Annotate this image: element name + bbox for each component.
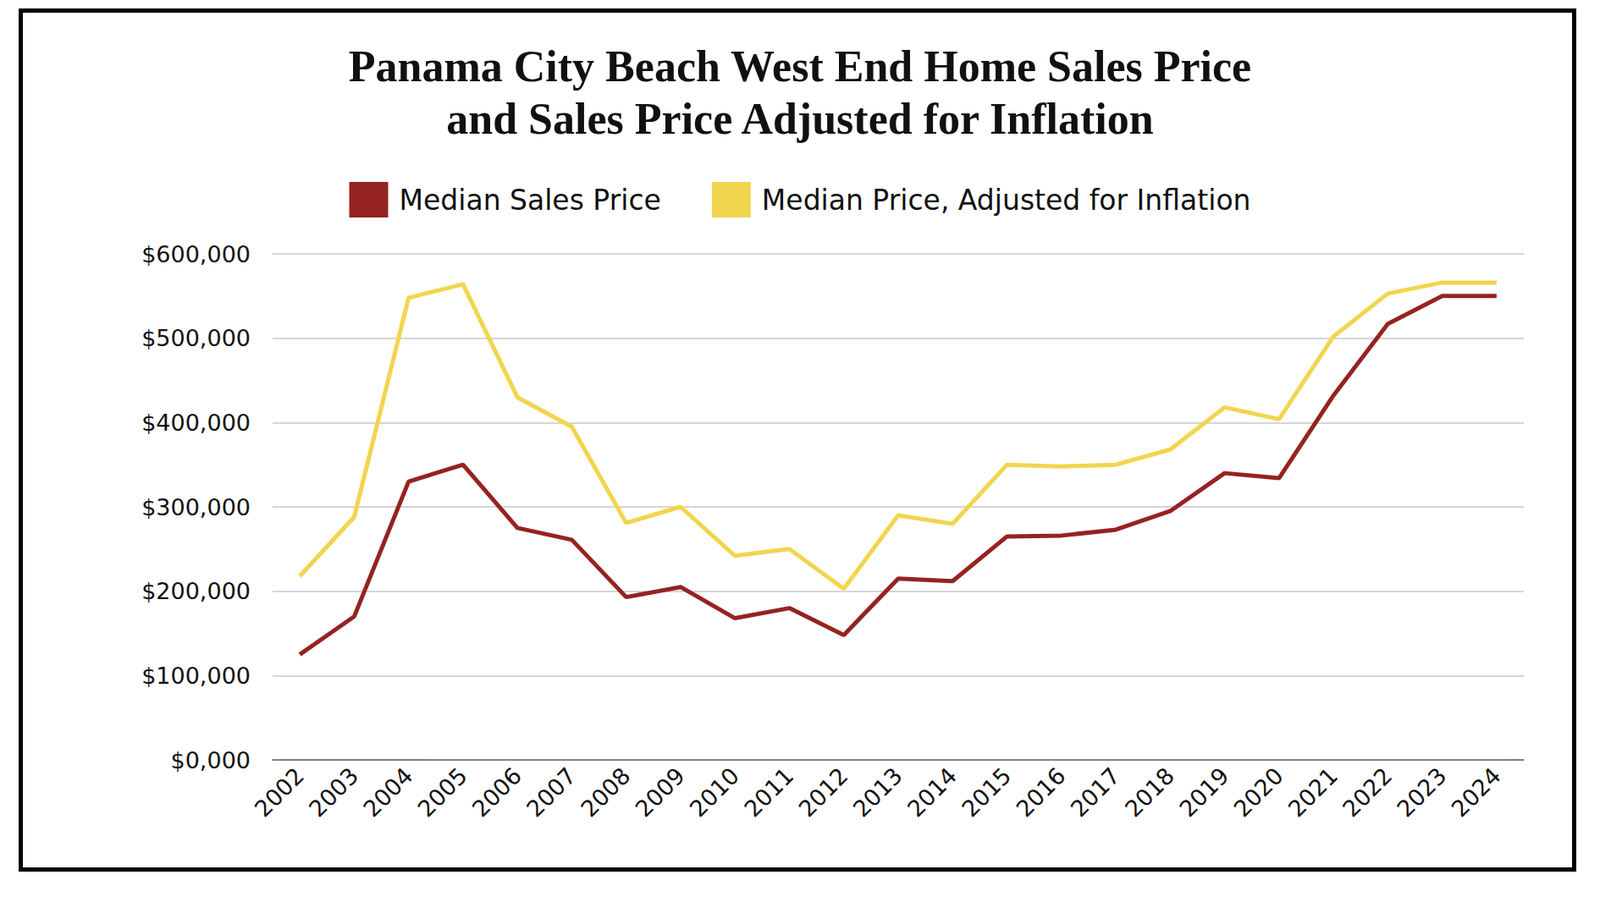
svg-text:Median Sales Price: Median Sales Price — [399, 183, 662, 217]
svg-text:2002: 2002 — [249, 762, 309, 823]
svg-text:2008: 2008 — [575, 762, 635, 823]
svg-text:$100,000: $100,000 — [141, 662, 251, 690]
svg-text:$0,000: $0,000 — [171, 747, 251, 774]
svg-text:2014: 2014 — [902, 762, 962, 823]
svg-text:2006: 2006 — [467, 762, 527, 823]
svg-text:Median Price, Adjusted for Inf: Median Price, Adjusted for Inflation — [761, 183, 1252, 217]
svg-text:2009: 2009 — [629, 762, 690, 823]
svg-text:2017: 2017 — [1065, 762, 1126, 823]
svg-text:Panama City Beach West End Hom: Panama City Beach West End Home Sales Pr… — [348, 42, 1252, 91]
svg-text:2018: 2018 — [1120, 762, 1180, 823]
svg-text:2020: 2020 — [1228, 762, 1288, 823]
svg-text:2007: 2007 — [521, 762, 581, 823]
svg-text:$300,000: $300,000 — [141, 494, 251, 521]
svg-text:2022: 2022 — [1337, 762, 1397, 823]
svg-text:2023: 2023 — [1391, 762, 1452, 823]
svg-text:2013: 2013 — [847, 762, 907, 823]
svg-text:$200,000: $200,000 — [141, 578, 251, 605]
svg-text:and Sales Price Adjusted for I: and Sales Price Adjusted for Inflation — [446, 94, 1154, 144]
svg-text:2021: 2021 — [1283, 762, 1343, 823]
svg-text:2005: 2005 — [412, 762, 472, 823]
svg-text:2010: 2010 — [684, 762, 745, 823]
svg-text:2011: 2011 — [739, 762, 799, 823]
svg-text:2015: 2015 — [956, 762, 1016, 823]
svg-text:2024: 2024 — [1445, 762, 1506, 823]
svg-text:2012: 2012 — [793, 762, 853, 823]
svg-text:2003: 2003 — [303, 762, 364, 823]
svg-text:2019: 2019 — [1174, 762, 1234, 823]
svg-text:$600,000: $600,000 — [141, 241, 251, 268]
svg-text:2016: 2016 — [1010, 762, 1071, 823]
svg-text:$400,000: $400,000 — [141, 409, 251, 436]
svg-text:$500,000: $500,000 — [141, 325, 251, 352]
svg-text:2004: 2004 — [358, 762, 418, 823]
